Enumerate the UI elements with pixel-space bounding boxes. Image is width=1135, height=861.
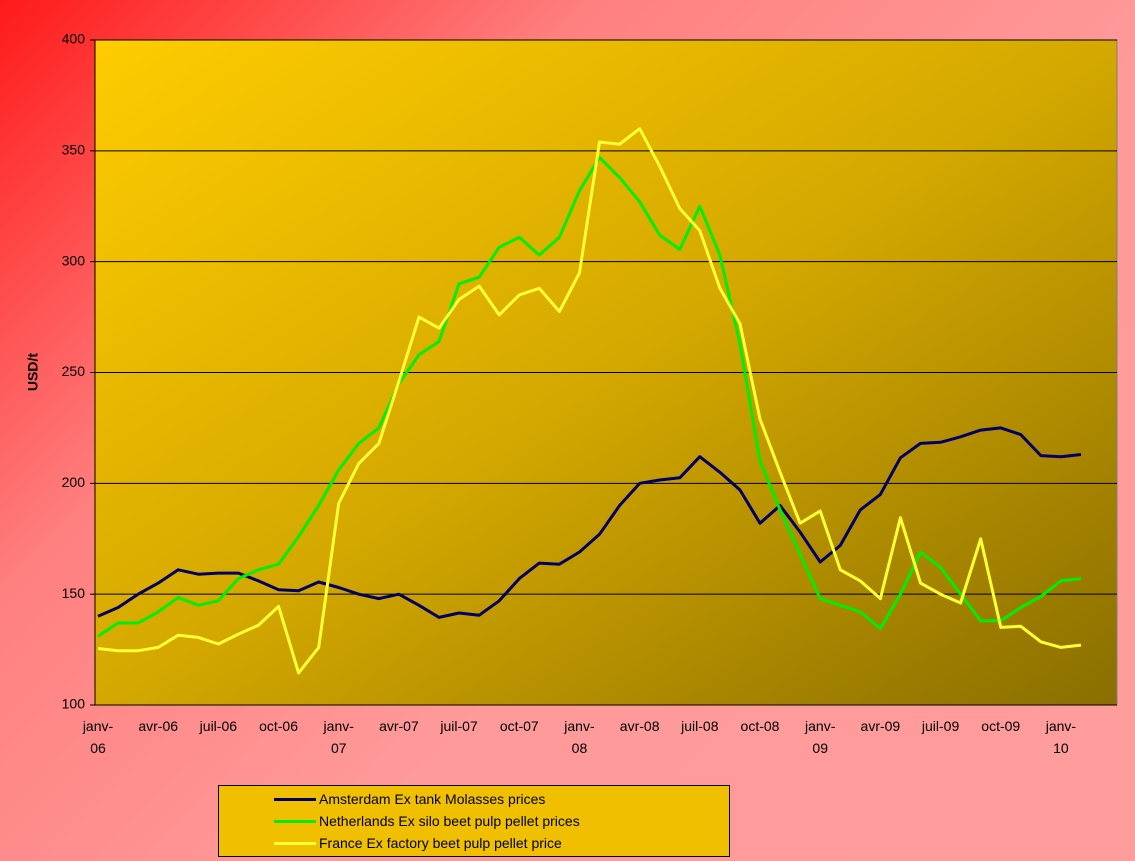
x-tick-label: janv-07 bbox=[323, 718, 354, 756]
y-axis-label: USD/t bbox=[25, 353, 41, 391]
legend-swatch bbox=[274, 820, 316, 823]
x-tick-label: oct-06 bbox=[259, 718, 298, 734]
legend: Amsterdam Ex tank Molasses prices Netherl… bbox=[218, 785, 730, 857]
series-line bbox=[97, 426, 1082, 619]
legend-entry: Amsterdam Ex tank Molasses prices bbox=[274, 788, 545, 810]
x-tick-label: juil-08 bbox=[681, 718, 719, 734]
x-tick-label: juil-06 bbox=[199, 718, 238, 734]
y-tick-label: 150 bbox=[62, 585, 86, 601]
legend-entry: France Ex factory beet pulp pellet price bbox=[274, 832, 562, 854]
x-tick-label: juil-09 bbox=[921, 718, 960, 734]
legend-entry: Netherlands Ex silo beet pulp pellet pri… bbox=[274, 810, 580, 832]
y-tick-label: 300 bbox=[62, 252, 86, 268]
x-tick-label: janv-10 bbox=[1045, 718, 1077, 756]
x-tick-label: oct-08 bbox=[740, 718, 780, 734]
x-tick-label: avr-06 bbox=[138, 718, 179, 734]
y-tick-label: 350 bbox=[62, 142, 86, 158]
x-tick-label: janv-06 bbox=[82, 718, 114, 756]
x-tick-label: janv-08 bbox=[564, 718, 595, 756]
legend-swatch bbox=[274, 842, 316, 845]
x-tick-label: avr-09 bbox=[860, 718, 901, 734]
x-tick-label: oct-07 bbox=[499, 718, 539, 734]
x-tick-label: juil-07 bbox=[440, 718, 478, 734]
legend-swatch bbox=[274, 798, 316, 801]
x-tick-label: avr-08 bbox=[619, 718, 660, 734]
x-tick-label: oct-09 bbox=[981, 718, 1021, 734]
x-tick-label: avr-07 bbox=[379, 718, 419, 734]
y-tick-label: 200 bbox=[62, 474, 86, 490]
series-line bbox=[97, 156, 1082, 638]
series-line bbox=[97, 127, 1082, 675]
y-tick-label: 400 bbox=[62, 31, 86, 47]
x-tick-label: janv-09 bbox=[805, 718, 836, 756]
y-tick-label: 100 bbox=[62, 696, 86, 712]
y-tick-label: 250 bbox=[62, 363, 86, 379]
